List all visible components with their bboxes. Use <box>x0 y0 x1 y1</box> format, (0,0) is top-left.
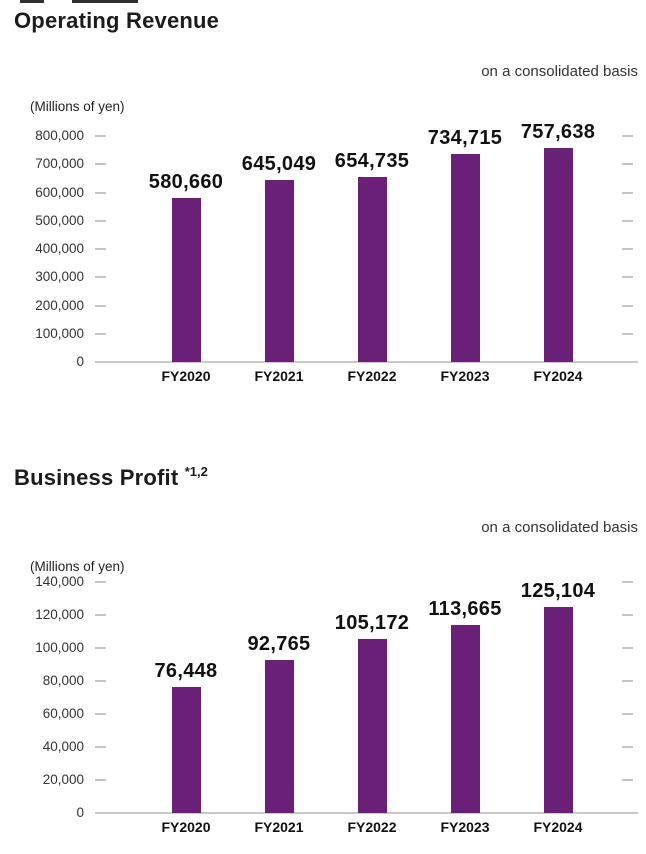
y-axis-right-tick <box>622 614 633 616</box>
y-axis-label: 300,000 <box>35 269 84 285</box>
bar <box>543 606 573 813</box>
bar <box>450 154 480 362</box>
y-axis-right-tick <box>622 135 633 137</box>
bar <box>171 686 201 813</box>
y-axis-right-tick <box>622 248 633 250</box>
chart1-consolidated-note: on a consolidated basis <box>481 63 638 80</box>
bar-value-label: 654,735 <box>334 150 410 173</box>
chart1-unit-label: (Millions of yen) <box>30 99 125 114</box>
chart2-title: Business Profit *1,2 <box>14 464 208 491</box>
y-axis-label: 400,000 <box>35 241 84 256</box>
bar <box>264 179 294 362</box>
bar <box>357 639 387 813</box>
y-axis-label: 600,000 <box>35 184 84 200</box>
y-axis-right-tick <box>622 191 633 194</box>
bar-value-label: 105,172 <box>334 612 410 635</box>
x-axis-label: FY2020 <box>161 819 211 835</box>
y-axis-label: 20,000 <box>42 772 84 787</box>
y-axis-left-tick <box>95 581 106 583</box>
y-axis-right-tick <box>622 713 633 715</box>
y-axis-left-tick <box>95 163 106 166</box>
y-axis-label: 0 <box>76 805 84 820</box>
y-axis-right-tick <box>622 276 633 279</box>
bar-value-label: 757,638 <box>520 120 596 143</box>
bar <box>264 659 294 813</box>
bar <box>357 177 387 362</box>
y-axis-label: 0 <box>76 354 84 369</box>
y-axis-left-tick <box>95 135 106 137</box>
bar-value-label: 92,765 <box>247 632 311 655</box>
x-axis-baseline <box>95 812 638 814</box>
bar <box>543 147 573 362</box>
y-axis-right-tick <box>622 332 633 335</box>
y-axis-left-tick <box>95 248 106 250</box>
chart1-title-text: Operating Revenue <box>14 8 220 33</box>
y-axis-left-tick <box>95 304 106 307</box>
bar-value-label: 113,665 <box>428 598 502 621</box>
chart1-title: Operating Revenue <box>14 8 219 34</box>
bar-value-label: 125,104 <box>520 579 596 602</box>
x-axis-label: FY2021 <box>254 368 304 384</box>
bar-value-label: 734,715 <box>427 127 503 150</box>
y-axis-left-tick <box>95 276 106 279</box>
y-axis-label: 40,000 <box>42 739 84 754</box>
x-axis-label: FY2022 <box>347 819 397 835</box>
x-axis-label: FY2022 <box>347 368 397 384</box>
y-axis-left-tick <box>95 647 106 649</box>
y-axis-left-tick <box>95 191 106 194</box>
y-axis-left-tick <box>95 219 106 222</box>
y-axis-label: 60,000 <box>42 706 84 721</box>
chart2-unit-label: (Millions of yen) <box>30 559 125 574</box>
chart2-title-text: Business Profit <box>14 465 179 490</box>
y-axis-right-tick <box>622 304 633 307</box>
y-axis-left-tick <box>95 332 106 335</box>
y-axis-left-tick <box>95 713 106 715</box>
y-axis-left-tick <box>95 746 106 748</box>
chart2-title-footnote-marker: *1,2 <box>184 464 208 479</box>
y-axis-right-tick <box>622 163 633 166</box>
y-axis-label: 800,000 <box>35 128 84 143</box>
bar <box>450 625 480 813</box>
y-axis-label: 80,000 <box>42 673 84 688</box>
bar-value-label: 76,448 <box>154 659 218 682</box>
x-axis-label: FY2024 <box>533 819 583 835</box>
y-axis-label: 200,000 <box>35 297 84 313</box>
y-axis-left-tick <box>95 614 106 616</box>
cropped-text-artifact <box>72 0 138 3</box>
y-axis-label: 500,000 <box>35 212 84 228</box>
y-axis-label: 100,000 <box>35 640 84 655</box>
y-axis-right-tick <box>622 647 633 649</box>
y-axis-left-tick <box>95 680 106 682</box>
y-axis-label: 120,000 <box>35 607 84 622</box>
x-axis-label: FY2023 <box>440 368 490 384</box>
y-axis-right-tick <box>622 779 633 781</box>
y-axis-right-tick <box>622 219 633 222</box>
bar <box>171 197 201 362</box>
bar-value-label: 645,049 <box>241 152 317 175</box>
x-axis-baseline <box>95 361 638 363</box>
chart2-consolidated-note: on a consolidated basis <box>481 519 638 536</box>
y-axis-left-tick <box>95 779 106 781</box>
y-axis-right-tick <box>622 680 633 682</box>
x-axis-label: FY2020 <box>161 368 211 384</box>
y-axis-right-tick <box>622 581 633 583</box>
cropped-text-artifact <box>20 0 44 3</box>
y-axis-label: 100,000 <box>35 325 84 341</box>
y-axis-right-tick <box>622 746 633 748</box>
x-axis-label: FY2023 <box>440 819 490 835</box>
x-axis-label: FY2024 <box>533 368 583 384</box>
x-axis-label: FY2021 <box>254 819 304 835</box>
y-axis-label: 140,000 <box>35 574 84 589</box>
y-axis-label: 700,000 <box>35 156 84 172</box>
bar-value-label: 580,660 <box>148 170 224 193</box>
